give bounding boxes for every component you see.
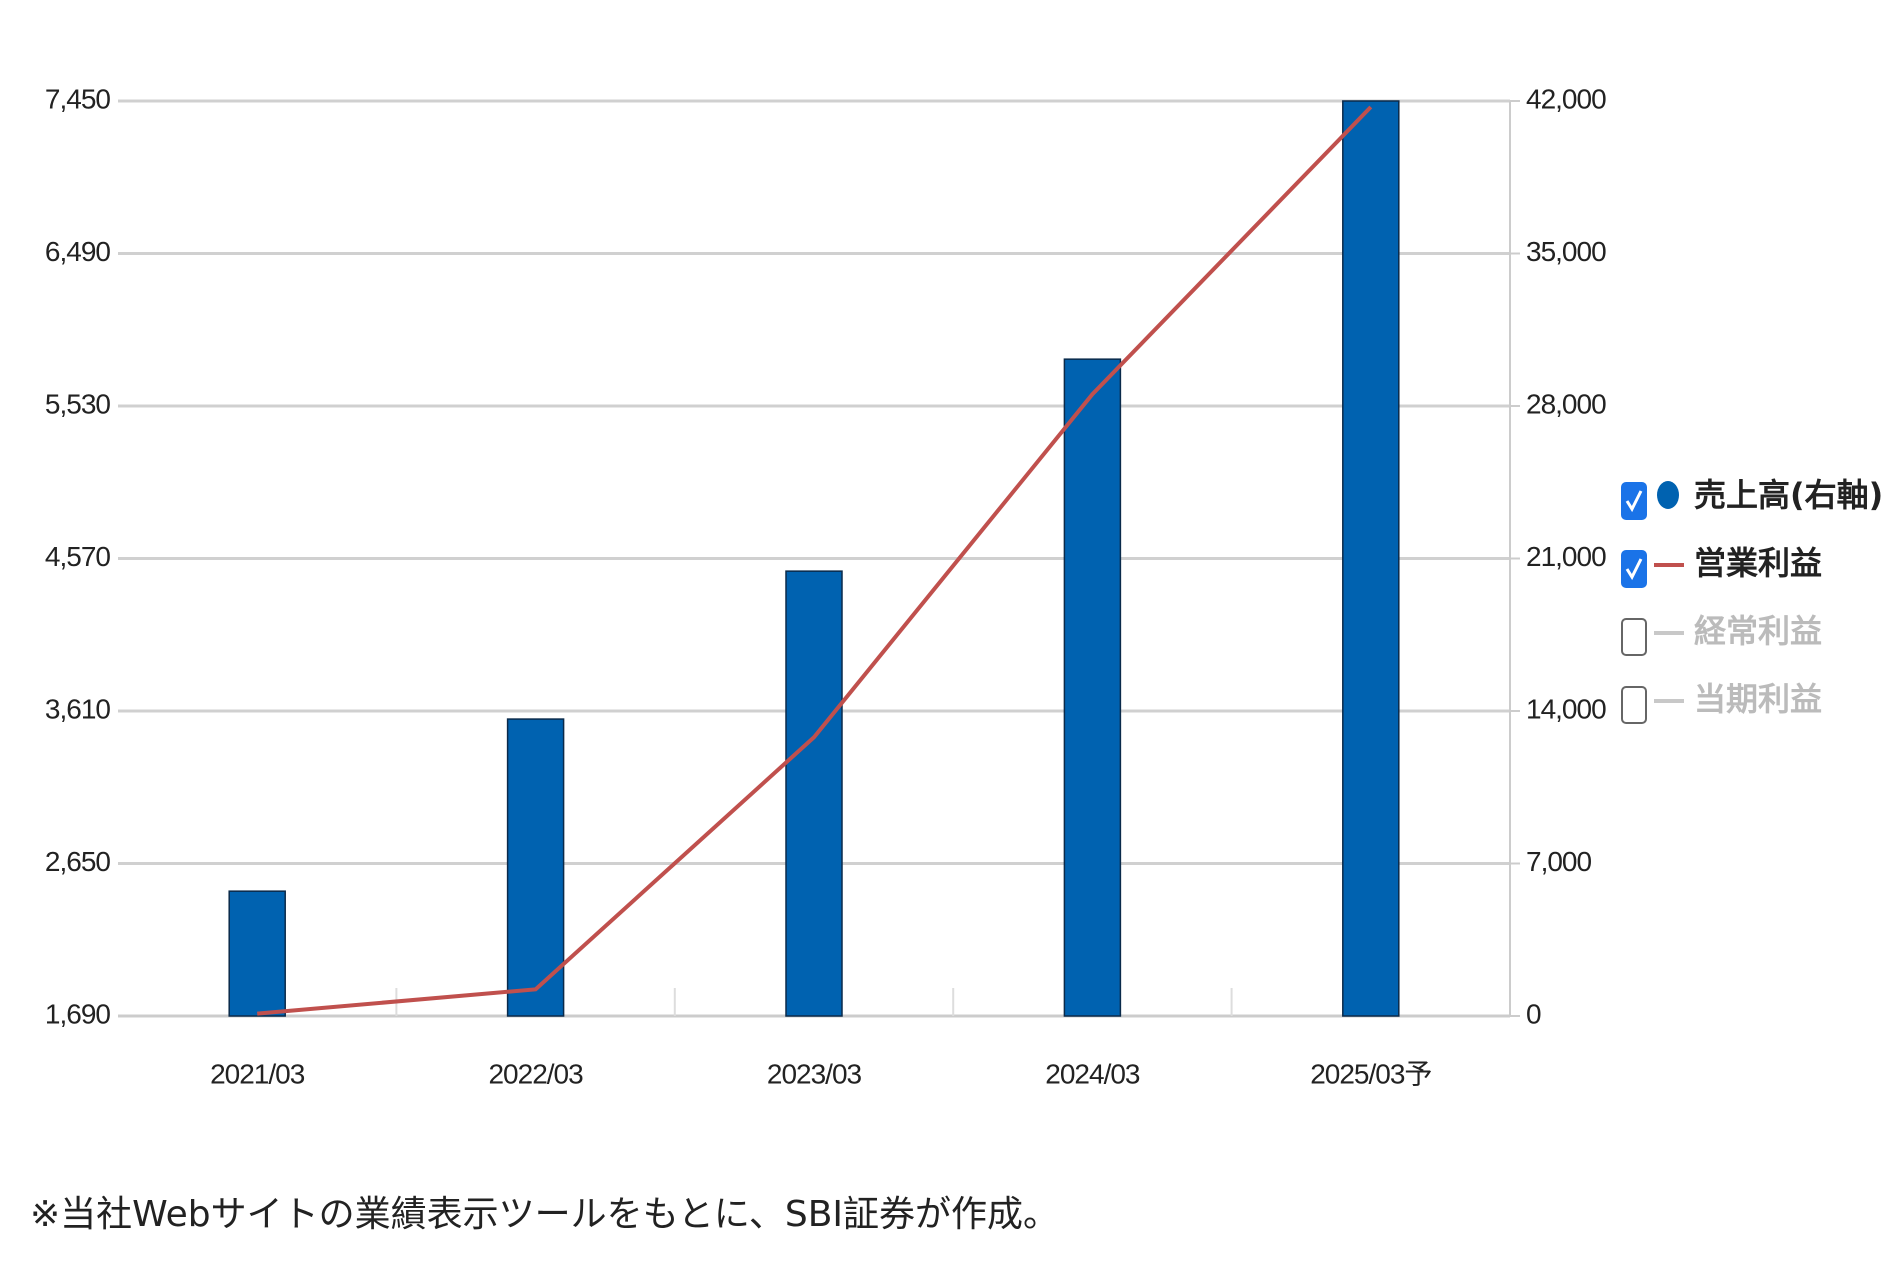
legend-checkbox (1621, 482, 1647, 520)
legend-checkbox (1621, 618, 1647, 656)
y2-tick-label: 14,000 (1526, 693, 1606, 724)
bar (785, 570, 843, 1017)
legend-label: 当期利益 (1694, 680, 1822, 718)
legend-item[interactable]: 経常利益 (1621, 612, 1822, 656)
legend-checkbox (1621, 686, 1647, 724)
x-tick-label: 2022/03 (488, 1058, 583, 1089)
y-tick-label: 2,650 (45, 846, 110, 877)
x-tick-label: 2025/03予 (1310, 1058, 1431, 1089)
bar (1063, 358, 1122, 1017)
legend-marker (1657, 481, 1679, 509)
y-tick-label: 7,450 (45, 83, 110, 114)
x-tick-label: 2024/03 (1045, 1058, 1140, 1089)
y2-tick-label: 7,000 (1526, 846, 1591, 877)
x-tick-label: 2021/03 (210, 1058, 305, 1089)
y2-tick-label: 42,000 (1526, 83, 1606, 114)
bar (1342, 100, 1400, 1017)
bar (506, 718, 565, 1017)
check-mark (1625, 558, 1643, 581)
x-tick-label: 2023/03 (767, 1058, 862, 1089)
y-tick-label: 4,570 (45, 541, 110, 572)
y-tick-label: 1,690 (45, 998, 110, 1029)
y2-tick-label: 35,000 (1526, 236, 1606, 267)
bar (228, 890, 286, 1017)
legend-label: 営業利益 (1694, 544, 1822, 582)
y2-tick-label: 21,000 (1526, 541, 1606, 572)
check-mark (1625, 490, 1643, 513)
y-tick-label: 6,490 (45, 236, 110, 267)
legend-label: 売上高(右軸) (1694, 476, 1883, 514)
y-tick-label: 3,610 (45, 693, 110, 724)
footnote: ※当社Webサイトの業績表示ツールをもとに、SBI証券が作成。 (30, 1194, 1059, 1235)
y-tick-label: 5,530 (45, 388, 110, 419)
legend-item[interactable]: 売上高(右軸) (1621, 476, 1883, 520)
y2-tick-label: 28,000 (1526, 388, 1606, 419)
legend-item[interactable]: 営業利益 (1621, 544, 1822, 588)
y2-tick-label: 0 (1526, 998, 1541, 1029)
legend-checkbox (1621, 550, 1647, 588)
legend-item[interactable]: 当期利益 (1621, 680, 1822, 724)
line (257, 105, 1373, 1016)
legend-label: 経常利益 (1694, 612, 1822, 650)
